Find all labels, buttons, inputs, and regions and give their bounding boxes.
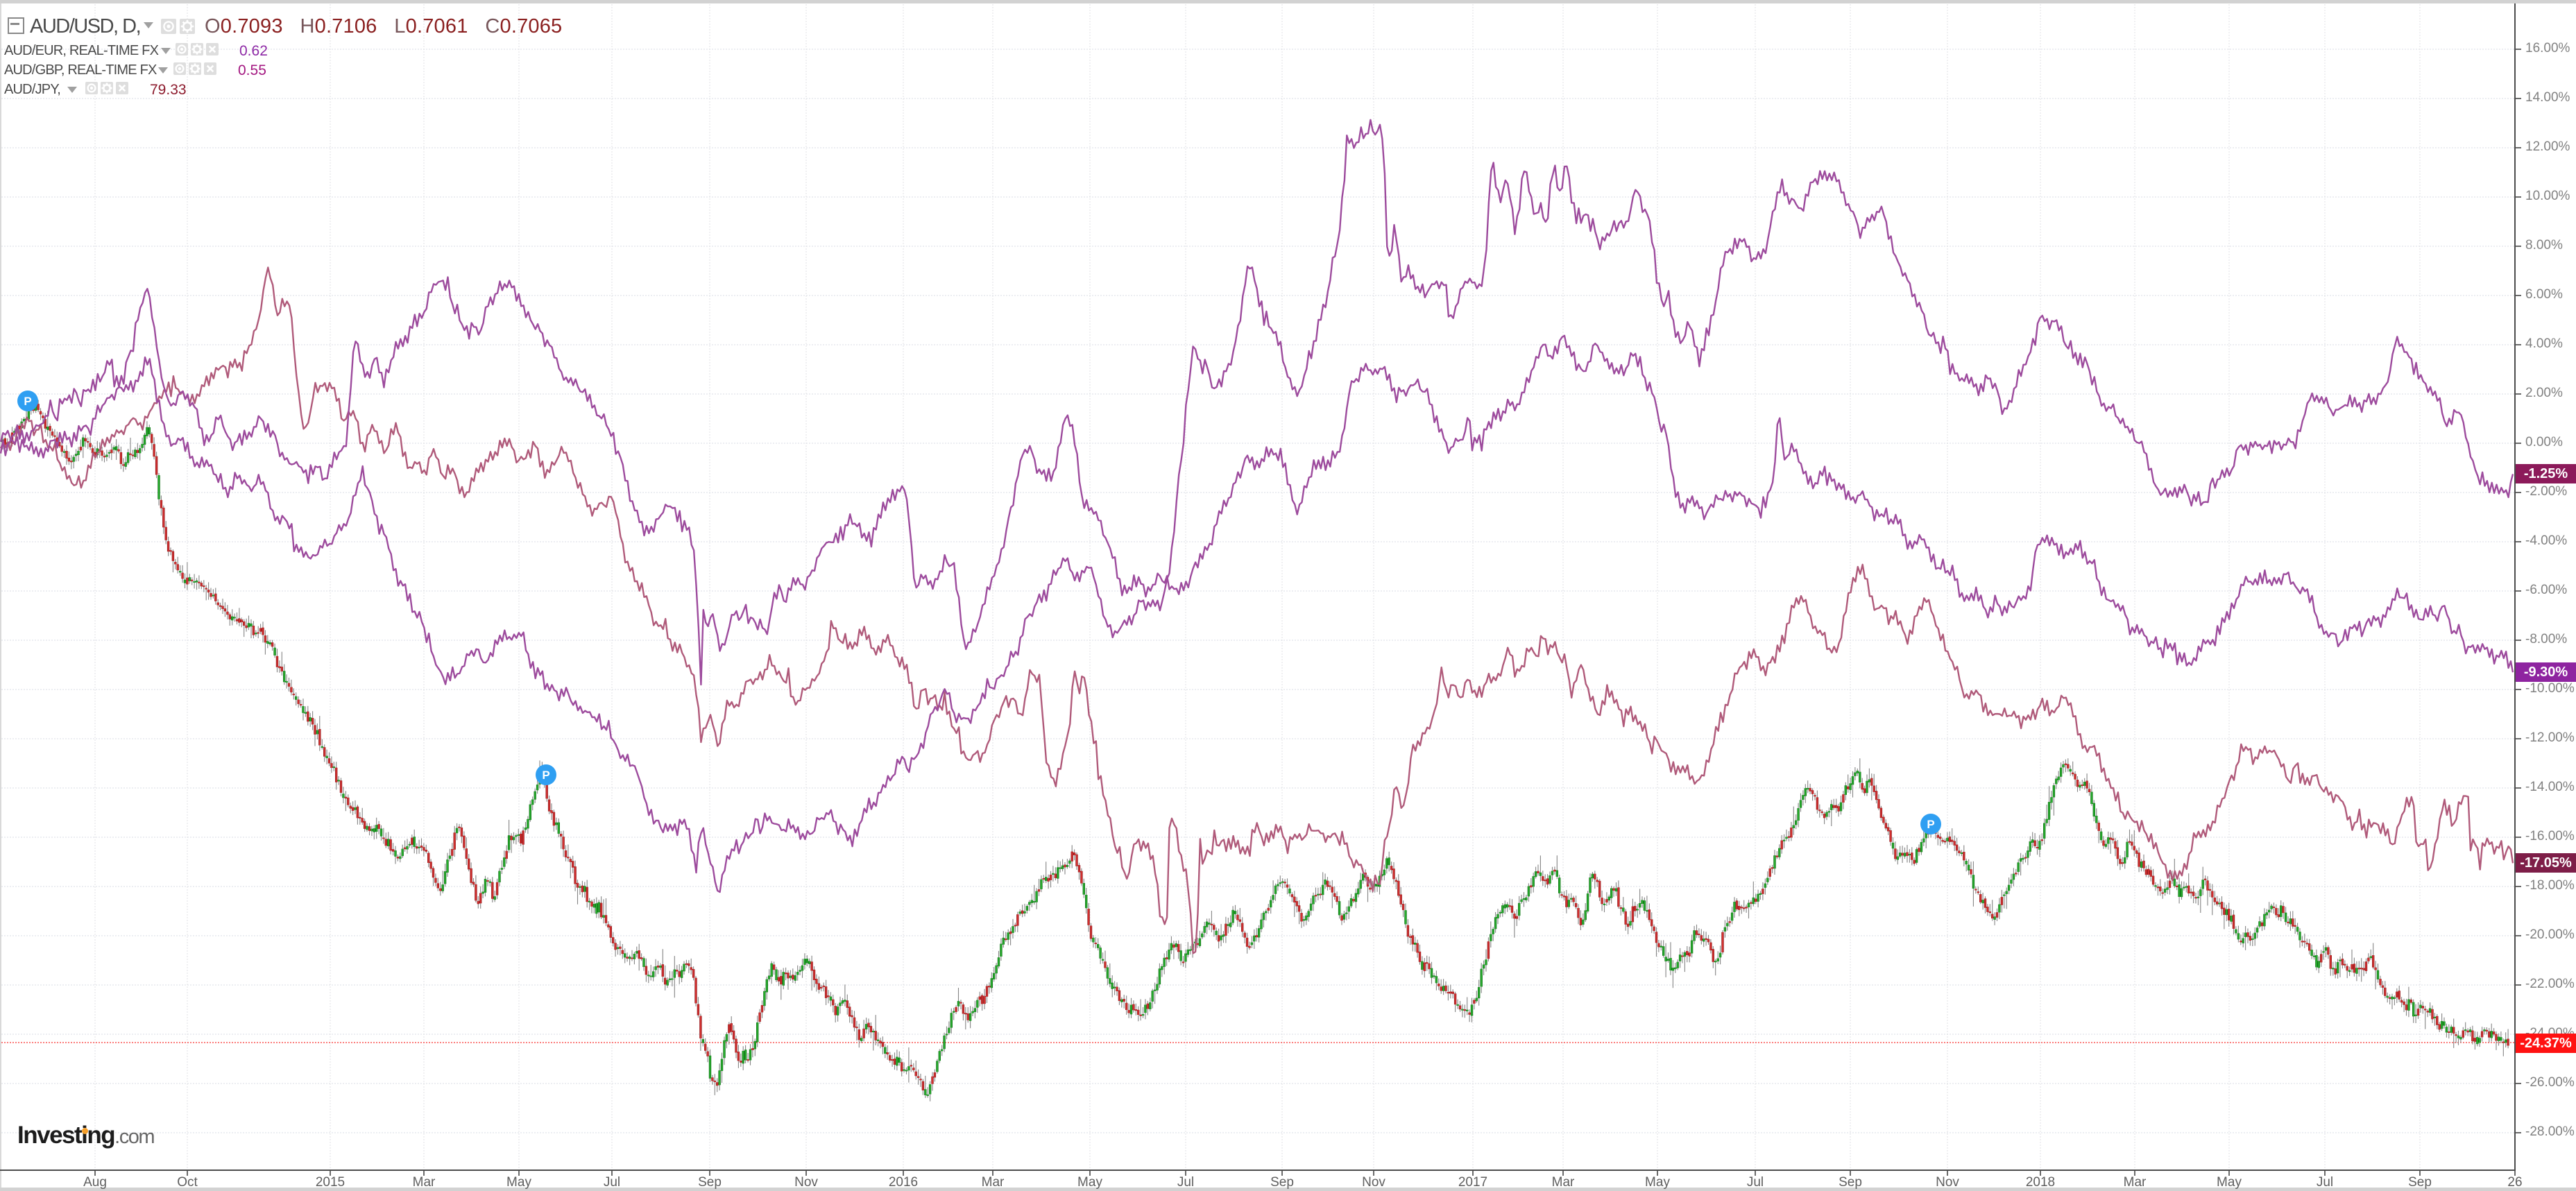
svg-text:P: P xyxy=(1927,818,1934,831)
svg-text:P: P xyxy=(542,769,549,782)
svg-text:P: P xyxy=(24,395,31,408)
